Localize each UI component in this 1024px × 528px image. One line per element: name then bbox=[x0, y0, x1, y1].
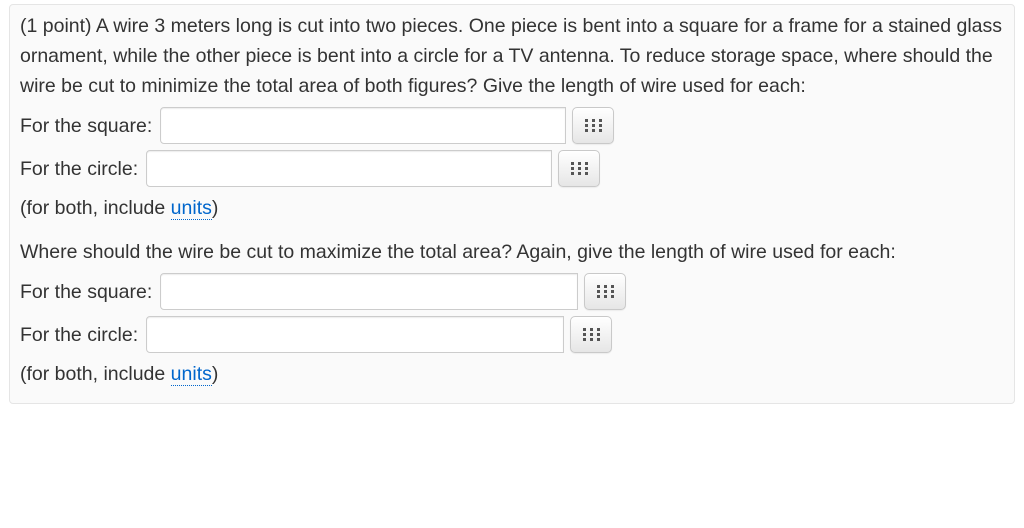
max-square-label: For the square: bbox=[20, 277, 152, 307]
hint2-suffix: ) bbox=[212, 363, 219, 385]
min-circle-row: For the circle: bbox=[20, 150, 1004, 187]
min-circle-keypad-button[interactable] bbox=[558, 150, 600, 187]
max-circle-input-group bbox=[146, 316, 612, 353]
question-text-part1: (1 point) A wire 3 meters long is cut in… bbox=[20, 11, 1004, 101]
min-square-keypad-button[interactable] bbox=[572, 107, 614, 144]
min-square-row: For the square: bbox=[20, 107, 1004, 144]
min-square-label: For the square: bbox=[20, 111, 152, 141]
min-square-input[interactable] bbox=[160, 107, 566, 144]
question-text-part2: Where should the wire be cut to maximize… bbox=[20, 237, 1004, 267]
max-circle-row: For the circle: bbox=[20, 316, 1004, 353]
max-square-input[interactable] bbox=[160, 273, 578, 310]
min-square-input-group bbox=[160, 107, 614, 144]
min-circle-label: For the circle: bbox=[20, 154, 138, 184]
max-square-keypad-button[interactable] bbox=[584, 273, 626, 310]
max-square-row: For the square: bbox=[20, 273, 1004, 310]
units-hint-1: (for both, include units) bbox=[20, 193, 1004, 223]
hint2-prefix: (for both, include bbox=[20, 363, 171, 385]
min-circle-input-group bbox=[146, 150, 600, 187]
hint1-prefix: (for both, include bbox=[20, 197, 171, 219]
units-link-2[interactable]: units bbox=[171, 363, 212, 386]
question-body: A wire 3 meters long is cut into two pie… bbox=[20, 15, 1002, 97]
max-circle-label: For the circle: bbox=[20, 320, 138, 350]
units-link-1[interactable]: units bbox=[171, 197, 212, 220]
max-circle-input[interactable] bbox=[146, 316, 564, 353]
keypad-grid-icon bbox=[597, 285, 614, 298]
points-prefix: (1 point) bbox=[20, 15, 96, 37]
max-circle-keypad-button[interactable] bbox=[570, 316, 612, 353]
max-square-input-group bbox=[160, 273, 626, 310]
min-circle-input[interactable] bbox=[146, 150, 552, 187]
keypad-grid-icon bbox=[585, 119, 602, 132]
units-hint-2: (for both, include units) bbox=[20, 359, 1004, 389]
keypad-grid-icon bbox=[583, 328, 600, 341]
keypad-grid-icon bbox=[571, 162, 588, 175]
problem-panel: (1 point) A wire 3 meters long is cut in… bbox=[9, 4, 1015, 404]
hint1-suffix: ) bbox=[212, 197, 219, 219]
